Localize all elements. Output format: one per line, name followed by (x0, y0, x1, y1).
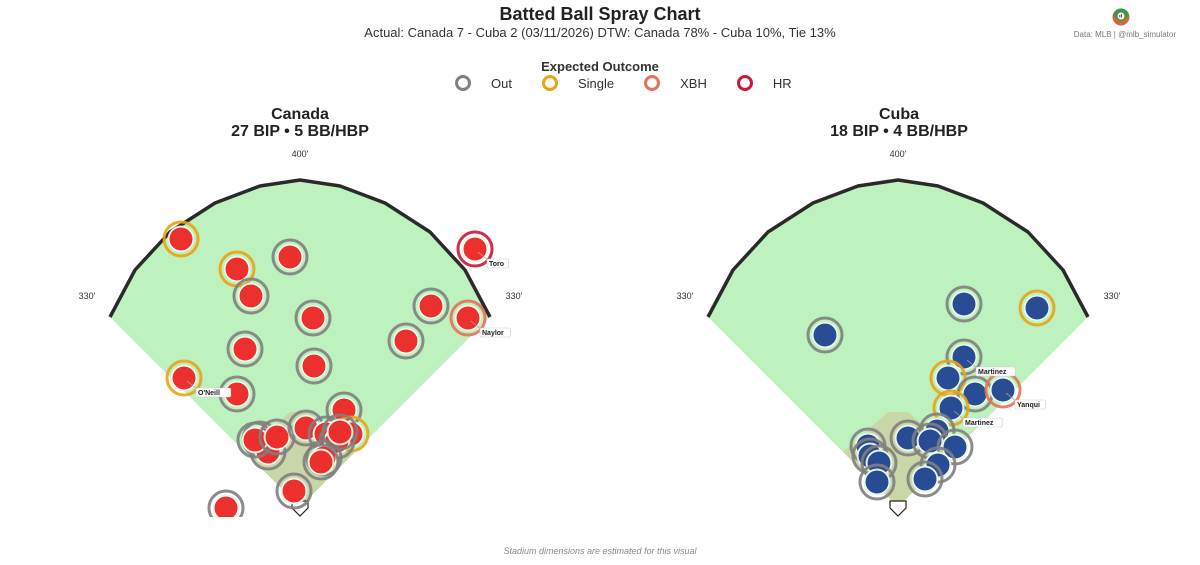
legend-item-out: Out (455, 75, 512, 91)
canada-team-name: Canada (271, 106, 329, 123)
legend-label: Out (491, 75, 512, 91)
legend-label: HR (772, 75, 792, 91)
cuba-summary: 18 BIP • 4 BB/HBP (830, 123, 968, 140)
canada-distance-label: 400' (292, 149, 309, 159)
player-label: Naylor (482, 330, 504, 337)
canada-batted-ball-out[interactable] (271, 238, 309, 276)
canada-batted-ball-out[interactable] (226, 330, 264, 368)
cuba-batted-ball-out[interactable] (945, 285, 983, 323)
player-label: O'Neill (198, 390, 220, 397)
chart-title: Batted Ball Spray Chart (499, 4, 701, 24)
cuba-batted-ball-xbh[interactable] (984, 371, 1022, 409)
xbh-ring-icon (644, 75, 661, 91)
cuba-batted-ball-out[interactable] (906, 460, 944, 498)
cuba-outfield-grass (708, 180, 1088, 507)
legend-item-hr: HR (736, 75, 792, 91)
legend-label: XBH (680, 75, 707, 91)
player-label: Toro (489, 261, 504, 268)
legend: Out Single XBH HR (455, 75, 822, 91)
legend-label: Single (577, 75, 615, 91)
cuba-home-plate-icon (889, 500, 907, 517)
canada-batted-ball-out[interactable] (275, 472, 313, 510)
canada-distance-label: 330' (79, 291, 96, 301)
canada-batted-ball-out[interactable] (218, 375, 256, 413)
player-label: Martinez (978, 369, 1007, 376)
hr-ring-icon (736, 75, 753, 91)
player-label: Martinez (965, 420, 994, 427)
canada-batted-ball-out[interactable] (294, 299, 332, 337)
chart-subtitle: Actual: Canada 7 - Cuba 2 (03/11/2026) D… (364, 25, 836, 40)
legend-item-single: Single (541, 75, 615, 91)
canada-batted-ball-xbh[interactable] (449, 299, 487, 337)
data-credit: Data: MLB | @mlb_simulator (1073, 30, 1176, 39)
canada-outfield-grass (110, 180, 490, 507)
cuba-batted-ball-out[interactable] (806, 316, 844, 354)
canada-batted-ball-hr[interactable] (456, 230, 494, 268)
canada-panel-title: Canada 27 BIP • 5 BB/HBP (100, 106, 500, 140)
canada-batted-ball-out[interactable] (321, 413, 359, 451)
legend-title: Expected Outcome (541, 59, 659, 74)
single-ring-icon (541, 75, 558, 91)
canada-batted-ball-out[interactable] (302, 443, 340, 481)
baseball-field-logo-icon (1112, 8, 1130, 26)
cuba-distance-label: 330' (677, 291, 694, 301)
legend-item-xbh: XBH (644, 75, 707, 91)
canada-batted-ball-out[interactable] (258, 418, 296, 456)
footer-note: Stadium dimensions are estimated for thi… (503, 546, 697, 556)
cuba-batted-ball-single[interactable] (1018, 289, 1056, 327)
cuba-team-name: Cuba (879, 106, 919, 123)
cuba-distance-label: 400' (890, 149, 907, 159)
canada-batted-ball-single[interactable] (218, 250, 256, 288)
player-label: Yanqui (1017, 402, 1040, 409)
canada-batted-ball-out[interactable] (295, 347, 333, 385)
canada-batted-ball-single[interactable] (165, 359, 203, 397)
cuba-batted-ball-out[interactable] (858, 463, 896, 501)
canada-batted-ball-out[interactable] (387, 322, 425, 360)
canada-distance-label: 330' (506, 291, 523, 301)
canada-batted-ball-out[interactable] (232, 277, 270, 315)
canada-summary: 27 BIP • 5 BB/HBP (231, 123, 369, 140)
canada-batted-ball-single[interactable] (162, 220, 200, 258)
canada-batted-ball-out[interactable] (412, 287, 450, 325)
canada-outfield-wall (108, 178, 492, 318)
cuba-batted-ball-out[interactable] (919, 446, 957, 484)
cuba-outfield-wall (706, 178, 1090, 318)
cuba-panel-title: Cuba 18 BIP • 4 BB/HBP (699, 106, 1099, 140)
canada-batted-ball-out[interactable] (207, 489, 245, 525)
cuba-distance-label: 330' (1104, 291, 1121, 301)
out-ring-icon (455, 75, 471, 91)
